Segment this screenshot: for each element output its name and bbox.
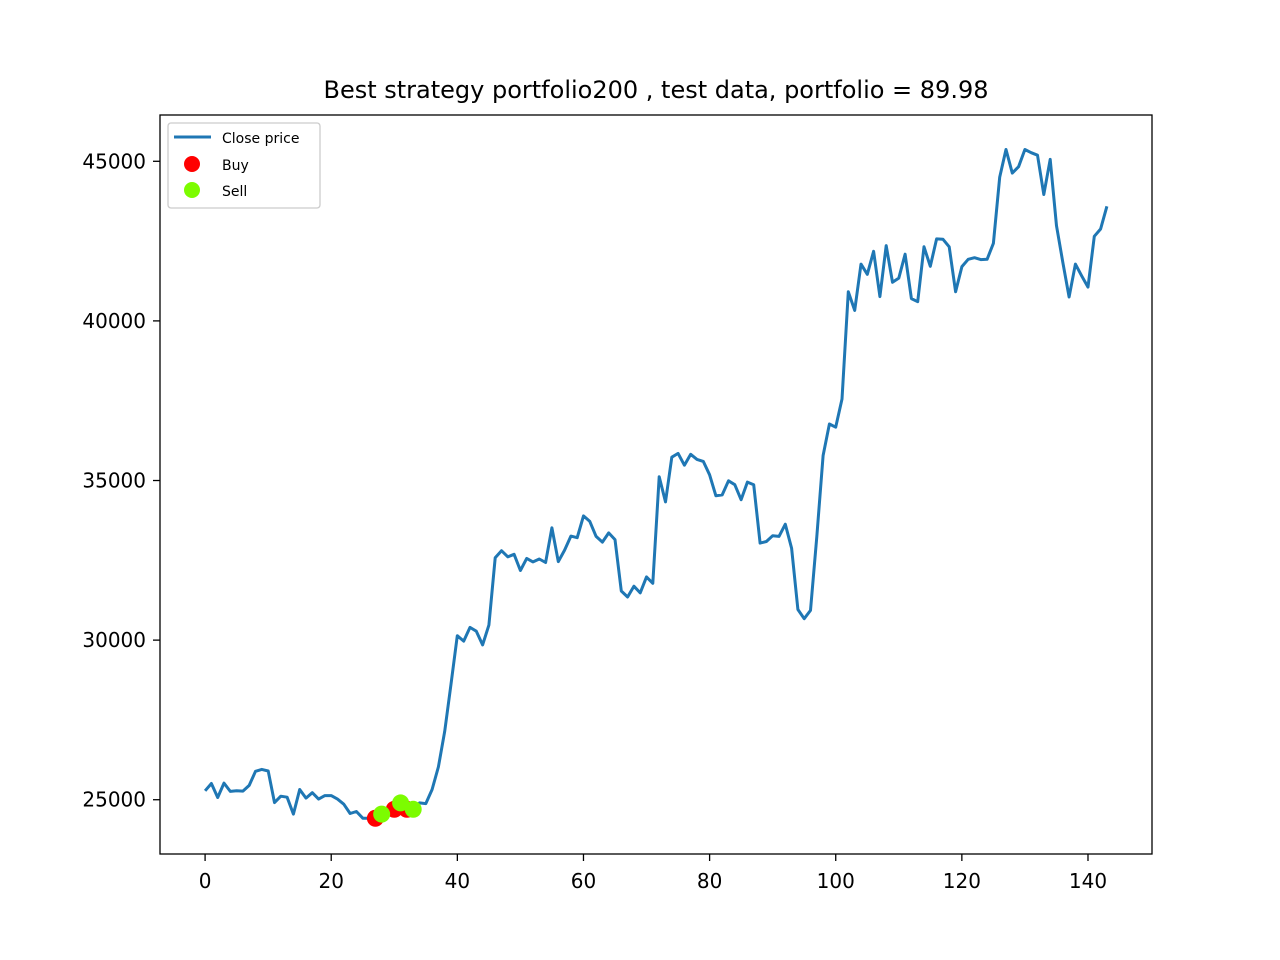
y-axis: 25000 30000 35000 40000 45000	[82, 149, 160, 812]
legend-box	[167, 122, 321, 209]
y-tick-label: 40000	[82, 309, 146, 333]
plot-frame	[159, 114, 1153, 855]
y-tick-label: 45000	[82, 149, 146, 173]
x-tick-label: 100	[817, 869, 855, 893]
x-axis: 0 20 40 60 80 100 120 140	[199, 854, 1107, 893]
plot-area	[160, 115, 1152, 854]
sell-point	[392, 794, 410, 812]
x-tick-label: 60	[571, 869, 596, 893]
x-tick-label: 120	[943, 869, 981, 893]
x-tick-label: 20	[318, 869, 343, 893]
legend-sell-swatch	[184, 182, 200, 198]
legend-close-price-label: Close price	[222, 131, 299, 147]
series-layer	[203, 148, 1109, 827]
x-tick-label: 40	[445, 869, 470, 893]
sell-point	[373, 805, 391, 823]
y-tick-label: 25000	[82, 788, 146, 812]
legend-buy-label: Buy	[222, 158, 249, 174]
chart-title: Best strategy portfolio200 , test data, …	[323, 76, 988, 104]
y-tick-label: 30000	[82, 628, 146, 652]
y-tick-label: 35000	[82, 469, 146, 493]
legend: Close price Buy Sell	[167, 122, 321, 209]
sell-point	[404, 800, 422, 818]
legend-sell-label: Sell	[222, 184, 247, 200]
legend-buy-swatch	[184, 156, 200, 172]
close-price-line	[203, 148, 1109, 821]
x-tick-label: 140	[1069, 869, 1107, 893]
x-tick-label: 0	[199, 869, 212, 893]
x-tick-label: 80	[697, 869, 722, 893]
